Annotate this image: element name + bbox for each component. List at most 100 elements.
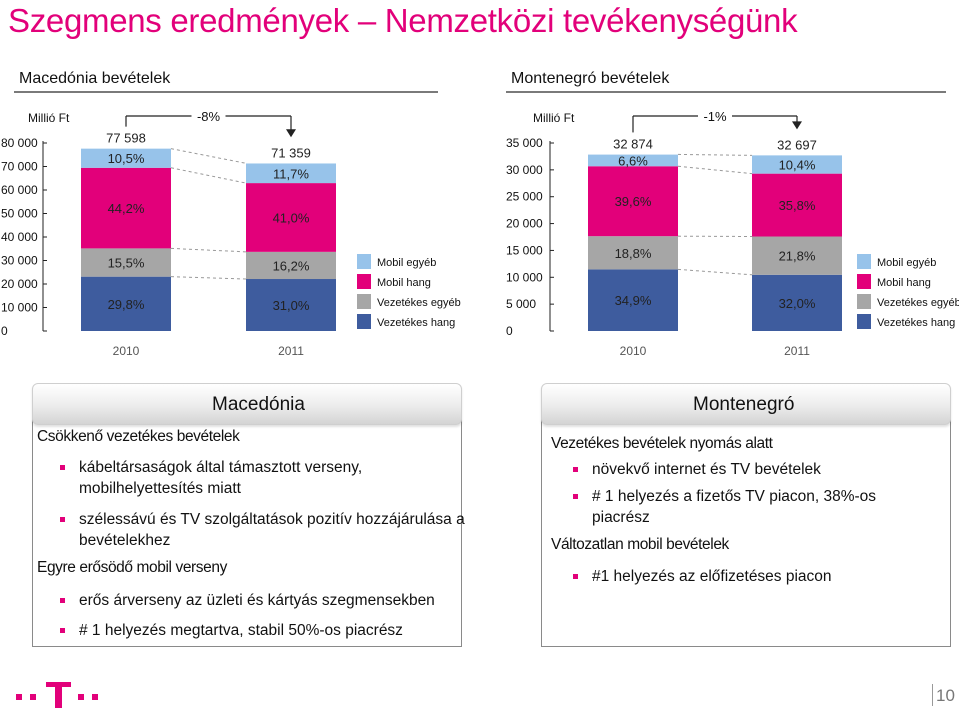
heading: Vezetékes bevételek nyomás alatt bbox=[551, 435, 773, 452]
bar-segment bbox=[246, 163, 336, 184]
data-label: 39,6% bbox=[615, 194, 652, 209]
total-label: 32 874 bbox=[613, 136, 653, 151]
bullet-icon bbox=[573, 494, 578, 499]
bar-segment bbox=[588, 154, 678, 167]
y-tick-label: 70 000 bbox=[1, 160, 38, 174]
bar-segment bbox=[81, 167, 171, 249]
chart-macedonia: Millió Ft 80 000 70 000 60 000 50 000 40 000 3… bbox=[1, 107, 461, 358]
bar-segment bbox=[81, 276, 171, 331]
total-label: 77 598 bbox=[106, 131, 146, 146]
bullet-text: szélessávú és TV szolgáltatások pozitív … bbox=[79, 511, 465, 549]
data-label: 10,4% bbox=[779, 158, 816, 173]
bullet-text: #1 helyezés az előfizetéses piacon bbox=[592, 568, 832, 585]
data-label: 44,2% bbox=[108, 201, 145, 216]
legend-swatch bbox=[357, 294, 371, 309]
change-label-bg bbox=[191, 107, 226, 125]
bullet-icon bbox=[60, 628, 65, 633]
panel-title: Montenegró bbox=[693, 394, 795, 415]
bar-segment bbox=[81, 148, 171, 168]
y-tick-label: 35 000 bbox=[506, 136, 543, 150]
bar-segment bbox=[752, 236, 842, 275]
y-tick-label: 50 000 bbox=[1, 207, 38, 221]
arrow-icon bbox=[792, 121, 802, 130]
connector-line bbox=[170, 247, 247, 253]
data-label: 31,0% bbox=[273, 298, 310, 313]
bar-segment bbox=[588, 236, 678, 270]
bullet-text: kábeltársaságok által támasztott verseny… bbox=[79, 459, 363, 497]
data-label: 16,2% bbox=[273, 258, 310, 273]
unit-label: Millió Ft bbox=[28, 111, 70, 125]
data-label: 10,5% bbox=[108, 151, 145, 166]
panel-body bbox=[541, 419, 951, 647]
page-number: 10 bbox=[936, 686, 955, 705]
bullet-text: erős árverseny az üzleti és kártyás szeg… bbox=[79, 592, 435, 609]
connector-line bbox=[170, 167, 247, 184]
x-tick-label: 2010 bbox=[113, 344, 140, 358]
divider bbox=[932, 684, 933, 706]
total-label: 32 697 bbox=[777, 137, 817, 152]
panel-title: Macedónia bbox=[212, 394, 305, 415]
panel-body bbox=[32, 419, 462, 647]
chart-title-macedonia: Macedónia bevételek bbox=[19, 70, 171, 87]
y-tick-label: 60 000 bbox=[1, 183, 38, 197]
heading: Változatlan mobil bevételek bbox=[551, 536, 729, 553]
y-tick-label: 30 000 bbox=[506, 163, 543, 177]
data-label: 6,6% bbox=[618, 153, 648, 168]
legend-swatch bbox=[857, 274, 871, 289]
y-tick-label: 20 000 bbox=[1, 277, 38, 291]
legend-label: Mobil hang bbox=[877, 277, 931, 289]
data-label: 32,0% bbox=[779, 296, 816, 311]
bullet-icon bbox=[60, 598, 65, 603]
legend-swatch bbox=[357, 274, 371, 289]
legend-swatch bbox=[357, 314, 371, 329]
bar-segment bbox=[588, 166, 678, 237]
bullet-text: # 1 helyezés a fizetős TV piacon, 38%-os… bbox=[592, 488, 877, 526]
heading: Csökkenő vezetékes bevételek bbox=[37, 428, 240, 445]
data-label: 35,8% bbox=[779, 198, 816, 213]
legend-label: Mobil egyéb bbox=[377, 257, 436, 269]
data-label: 41,0% bbox=[273, 210, 310, 225]
total-label: 71 359 bbox=[271, 145, 311, 160]
macedonia-panel: Macedónia bbox=[32, 383, 462, 647]
change-label-bg bbox=[698, 107, 732, 125]
y-tick-label: 30 000 bbox=[1, 254, 38, 268]
chart-title-montenegro: Montenegró bevételek bbox=[511, 70, 670, 87]
connector-line bbox=[170, 148, 247, 164]
data-label: 11,7% bbox=[273, 166, 309, 181]
y-tick-label: 20 000 bbox=[506, 217, 543, 231]
divider bbox=[14, 91, 438, 93]
legend-label: Mobil egyéb bbox=[877, 257, 936, 269]
y-tick-label: 5 000 bbox=[506, 297, 536, 311]
montenegro-panel: Montenegró bbox=[541, 383, 951, 647]
bullet-icon bbox=[573, 574, 578, 579]
panel-header bbox=[32, 383, 462, 425]
x-tick-label: 2010 bbox=[620, 344, 647, 358]
change-label: -8% bbox=[197, 109, 221, 124]
connector-line bbox=[170, 276, 247, 280]
x-tick-label: 2011 bbox=[278, 344, 304, 358]
heading: Egyre erősödő mobil verseny bbox=[37, 559, 227, 576]
data-label: 15,5% bbox=[108, 256, 145, 271]
legend-label: Vezetékes egyéb bbox=[877, 297, 959, 309]
y-tick-label: 0 bbox=[506, 324, 513, 338]
legend-label: Vezetékes hang bbox=[377, 317, 455, 329]
bar-segment bbox=[246, 251, 336, 280]
connector-line bbox=[677, 268, 753, 276]
y-tick-label: 80 000 bbox=[1, 136, 38, 150]
y-tick-label: 10 000 bbox=[1, 301, 38, 315]
y-tick-label: 0 bbox=[1, 324, 8, 338]
bullet-text: növekvő internet és TV bevételek bbox=[592, 461, 821, 478]
chart-montenegro: Millió Ft 35 000 30 000 25 000 20 000 15 000 1… bbox=[506, 107, 959, 358]
bullet-icon bbox=[573, 467, 578, 472]
bar-segment bbox=[246, 183, 336, 252]
bullet-icon bbox=[60, 465, 65, 470]
connector-line bbox=[677, 153, 753, 156]
bar-segment bbox=[588, 269, 678, 331]
legend-label: Vezetékes egyéb bbox=[377, 297, 461, 309]
bar-segment bbox=[752, 274, 842, 331]
legend-label: Mobil hang bbox=[377, 277, 431, 289]
y-tick-label: 10 000 bbox=[506, 270, 543, 284]
panel-header bbox=[541, 383, 951, 425]
legend-label: Vezetékes hang bbox=[877, 317, 955, 329]
y-tick-label: 15 000 bbox=[506, 243, 543, 257]
